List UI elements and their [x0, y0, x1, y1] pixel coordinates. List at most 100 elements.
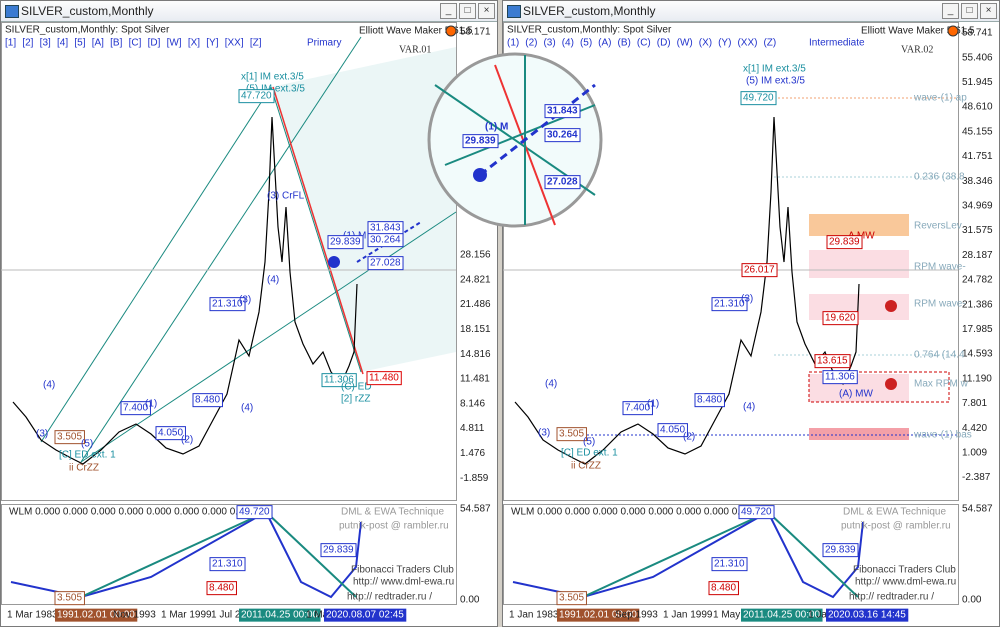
label-box: [321, 373, 357, 388]
wave-button[interactable]: [X]: [188, 38, 200, 49]
wave-button[interactable]: (XX): [737, 38, 757, 49]
date-highlight: [826, 608, 909, 622]
wave-annotation: 26.017: [744, 265, 775, 276]
wave-button[interactable]: [B]: [110, 38, 122, 49]
price-axis-label: 38.346: [962, 176, 993, 187]
wave-button[interactable]: (A): [598, 38, 611, 49]
wave-annotation: 8.480: [195, 395, 220, 406]
label-box: [120, 401, 151, 416]
wave-button[interactable]: (Y): [718, 38, 731, 49]
date-axis-label: 1 Mar 1983: [7, 610, 58, 621]
close-button[interactable]: ×: [980, 3, 997, 19]
title-bar: SILVER_custom,Monthly _ □ ×: [1, 1, 497, 22]
wave-annotation: 29.839: [829, 237, 860, 248]
wave-button[interactable]: [C]: [129, 38, 142, 49]
wave-button[interactable]: (B): [618, 38, 631, 49]
title-bar: SILVER_custom,Monthly _ □ ×: [503, 1, 999, 22]
price-curve: [12, 116, 358, 465]
wave-button[interactable]: (5): [580, 38, 592, 49]
label-box: [741, 263, 778, 278]
price-axis-label: 58.741: [962, 28, 993, 39]
wave-button[interactable]: [4]: [57, 38, 68, 49]
wave-annotation: (5): [81, 439, 93, 450]
wave-button[interactable]: [W]: [167, 38, 182, 49]
wave-annotation: 11.306: [825, 372, 855, 383]
sub-label: DML & EWA Technique: [341, 507, 444, 518]
price-axis-label: 11.481: [460, 374, 490, 385]
wave-button[interactable]: [A]: [92, 38, 104, 49]
wave-button[interactable]: [3]: [40, 38, 51, 49]
wave-annotation: (4): [43, 380, 55, 391]
price-axis-label: 51.945: [962, 77, 993, 88]
price-axis-label: 31.575: [962, 225, 993, 236]
price-axis-label: 48.610: [962, 102, 993, 113]
wave-button[interactable]: (3): [543, 38, 555, 49]
wave-button[interactable]: [Z]: [250, 38, 262, 49]
price-axis-label: 28.156: [460, 250, 491, 261]
label-box: [367, 256, 404, 271]
wave-annotation: RPM wave-: [914, 299, 966, 310]
label-box: [54, 591, 85, 606]
label-box: [711, 297, 748, 312]
zone: [809, 250, 909, 278]
wlm-line: [512, 510, 864, 599]
wave-button[interactable]: (X): [699, 38, 712, 49]
wave-button[interactable]: [Y]: [206, 38, 218, 49]
price-axis-label: 21.386: [962, 299, 993, 310]
date-axis-label: 1 Jan: [808, 610, 832, 621]
wave-annotation: 4.050: [158, 428, 183, 439]
indicator-name: Elliott Wave Maker 5.61.5: [861, 26, 975, 37]
sub-label: 49.720: [239, 507, 270, 518]
close-button[interactable]: ×: [478, 3, 495, 19]
wave-button[interactable]: (4): [562, 38, 574, 49]
sub-axis-label: 0.00: [962, 595, 982, 606]
wave-annotation: (3): [538, 428, 550, 439]
minimize-button[interactable]: _: [440, 3, 457, 19]
wave-annotation: (4): [545, 379, 557, 390]
wave-button[interactable]: (W): [677, 38, 693, 49]
wave-line: [272, 86, 364, 375]
wave-button[interactable]: [5]: [74, 38, 85, 49]
date-axis-label: 1 Mar 1999: [161, 610, 212, 621]
wave-line: [270, 86, 362, 373]
label-box: [462, 134, 499, 149]
price-axis-label: 1.476: [460, 448, 485, 459]
label-box: [320, 543, 357, 558]
label-box: [209, 557, 246, 572]
wave-annotation: (4): [743, 402, 755, 413]
wave-button[interactable]: (D): [657, 38, 671, 49]
wave-annotation: 13.615: [817, 356, 848, 367]
label-box: [544, 175, 581, 190]
wave-annotation: (5) IM ext.3/5: [746, 76, 805, 87]
wave-annotation: (3): [36, 429, 48, 440]
minimize-button[interactable]: _: [942, 3, 959, 19]
price-axis-label: 18.151: [460, 324, 491, 335]
date-axis-label: 1 May 200: [713, 610, 760, 621]
wave-annotation: x[1] IM ext.3/5: [743, 64, 806, 75]
label-box: [708, 581, 739, 596]
wave-button[interactable]: [XX]: [225, 38, 244, 49]
maximize-button[interactable]: □: [961, 3, 978, 19]
wave-button[interactable]: [1]: [5, 38, 16, 49]
wave-button[interactable]: (Z): [763, 38, 776, 49]
date-highlight: [239, 608, 321, 622]
wave-button[interactable]: [D]: [148, 38, 161, 49]
wave-annotation: (3): [741, 294, 753, 305]
sub-axis-label: 54.587: [962, 504, 993, 515]
wave-button[interactable]: (C): [637, 38, 651, 49]
wave-annotation: 11.306: [324, 375, 354, 386]
plot-frame: [1, 22, 457, 501]
wave-annotation: wave-(1) bas: [913, 430, 972, 441]
wave-annotation: 8.480: [697, 395, 722, 406]
wave-button[interactable]: (2): [525, 38, 537, 49]
indicator-name: Elliott Wave Maker 5.61.5: [359, 26, 473, 37]
label-box: [192, 393, 223, 408]
sub-label: 3.505: [57, 593, 82, 604]
date-axis-label: 2011.04.25 00:00: [743, 610, 821, 621]
wave-button[interactable]: [2]: [22, 38, 33, 49]
window-title: SILVER_custom,Monthly: [523, 4, 656, 18]
wave-button[interactable]: (1): [507, 38, 519, 49]
maximize-button[interactable]: □: [459, 3, 476, 19]
degree-label: Intermediate: [809, 38, 865, 49]
